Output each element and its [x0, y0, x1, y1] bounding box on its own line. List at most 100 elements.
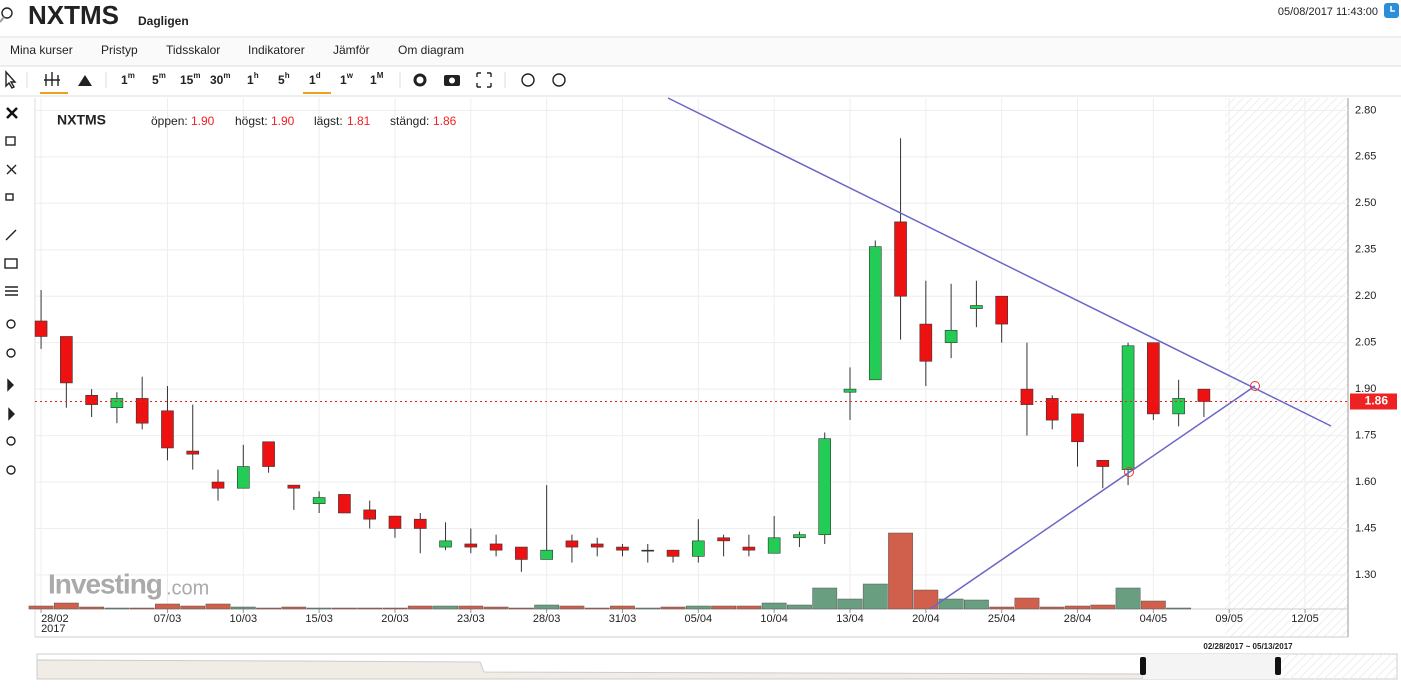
candle-body: [161, 410, 174, 449]
volume-bar: [534, 604, 560, 610]
volume-bar: [79, 606, 105, 610]
timeframe-number[interactable]: 1: [370, 73, 377, 87]
volume-bar: [711, 605, 736, 610]
candle-body: [616, 546, 629, 551]
candle-body: [489, 543, 503, 551]
tool-icon[interactable]: [8, 407, 15, 421]
timeframe-number[interactable]: 1: [121, 73, 128, 87]
x-tick-label: 12/05: [1291, 613, 1319, 625]
menu-item[interactable]: Om diagram: [398, 43, 464, 57]
candle-body: [590, 543, 604, 548]
timeframe-unit[interactable]: m: [223, 71, 230, 80]
legend-value: 1.90: [271, 114, 295, 128]
timeframe-unit[interactable]: m: [193, 71, 200, 80]
x-tick-label: 13/04: [836, 613, 864, 625]
trend-point[interactable]: [1124, 467, 1134, 477]
y-tick-label: 1.90: [1355, 383, 1376, 395]
timeframe-unit[interactable]: m: [159, 71, 166, 80]
tool-icon[interactable]: [7, 378, 14, 392]
timeframe-number[interactable]: 1: [340, 73, 347, 87]
timeframe-unit[interactable]: h: [285, 71, 290, 80]
timeframe[interactable]: 15m: [180, 71, 200, 87]
timeframe[interactable]: 1w: [340, 71, 354, 87]
timeframe-number[interactable]: 30: [210, 73, 224, 87]
trend-point[interactable]: [1250, 381, 1260, 391]
trend-line[interactable]: [929, 385, 1256, 610]
timeframe-unit[interactable]: w: [346, 71, 354, 80]
fullscreen-icon[interactable]: [476, 72, 492, 88]
tool-icon[interactable]: [6, 465, 16, 475]
timeframe-unit[interactable]: d: [316, 71, 321, 80]
x-tick-label: 04/05: [1140, 613, 1168, 625]
candle-body: [742, 546, 756, 551]
area-type-icon[interactable]: [78, 75, 92, 86]
search-icon[interactable]: [1, 7, 13, 19]
trend-line[interactable]: [667, 97, 1332, 427]
timeframe-number[interactable]: 15: [180, 73, 194, 87]
timeframe-number[interactable]: 1: [247, 73, 254, 87]
x-tick-label: 28/02: [41, 613, 69, 625]
volume-bar: [1014, 597, 1040, 610]
tool-icon[interactable]: [5, 229, 17, 241]
navigator-handle[interactable]: [1275, 657, 1281, 675]
legend-label: stängd:: [390, 114, 429, 128]
candle-body: [1071, 413, 1084, 443]
navigator-handle[interactable]: [1140, 657, 1146, 675]
candle-body: [439, 540, 452, 548]
x-tick-label: 25/04: [988, 613, 1016, 625]
tool-icon[interactable]: [4, 258, 18, 269]
x-tick-label: 07/03: [154, 613, 182, 625]
timeframe-number[interactable]: 5: [152, 73, 159, 87]
candle-body: [515, 546, 528, 560]
menu-item[interactable]: Indikatorer: [248, 43, 305, 57]
volume-bar: [989, 606, 1015, 610]
menu-item[interactable]: Pristyp: [101, 43, 138, 57]
menu-item[interactable]: Tidsskalor: [166, 43, 220, 57]
candle-body: [1121, 345, 1135, 470]
tool-icon[interactable]: [6, 348, 16, 358]
timeframe-unit[interactable]: m: [128, 71, 135, 80]
candle-body: [211, 481, 225, 489]
volume-bar: [1065, 605, 1090, 610]
pointer-tool[interactable]: [5, 70, 17, 89]
volume-bar: [281, 606, 307, 610]
timeframe-unit[interactable]: h: [254, 71, 259, 80]
last-price-box: [1350, 393, 1397, 410]
timeframe[interactable]: 5h: [278, 71, 290, 87]
candle-body: [717, 537, 730, 542]
timeframe[interactable]: 1M: [370, 71, 384, 87]
legend-symbol: NXTMS: [57, 112, 106, 128]
y-tick-label: 2.35: [1355, 244, 1376, 256]
y-tick-label: 2.80: [1355, 104, 1376, 116]
menu-item[interactable]: Jämför: [333, 43, 370, 57]
timeframe[interactable]: 1d: [309, 71, 321, 87]
candle-body: [1045, 398, 1059, 421]
candle-body: [135, 398, 149, 424]
timeframe[interactable]: 1m: [121, 71, 135, 87]
timeframe[interactable]: 5m: [152, 71, 166, 87]
tool-icon[interactable]: [6, 436, 16, 446]
tool-icon[interactable]: [6, 164, 17, 175]
timeframe[interactable]: 1h: [247, 71, 259, 87]
tool-icon[interactable]: [5, 286, 18, 296]
timeframe-number[interactable]: 5: [278, 73, 285, 87]
tool-icon[interactable]: [6, 319, 16, 329]
legend-value: 1.86: [433, 114, 457, 128]
timeframe[interactable]: 30m: [210, 71, 230, 87]
tool-icon[interactable]: [5, 136, 16, 146]
candle-body: [793, 534, 806, 539]
tool-icon[interactable]: [5, 193, 14, 201]
timeframe-number[interactable]: 1: [309, 73, 316, 87]
candle-body: [110, 398, 124, 408]
x-tick-label: 10/03: [230, 613, 258, 625]
download-icon[interactable]: [521, 73, 535, 87]
navigator-window[interactable]: [1143, 654, 1278, 679]
settings-icon[interactable]: [413, 73, 427, 87]
candle-body: [919, 323, 933, 362]
upload-icon[interactable]: [552, 73, 566, 87]
menu-item[interactable]: Mina kurser: [10, 43, 73, 57]
logo-suffix: .com: [166, 577, 209, 599]
candle-type-icon[interactable]: [44, 72, 60, 86]
close-tool[interactable]: [6, 107, 18, 119]
timeframe-unit[interactable]: M: [377, 71, 384, 80]
